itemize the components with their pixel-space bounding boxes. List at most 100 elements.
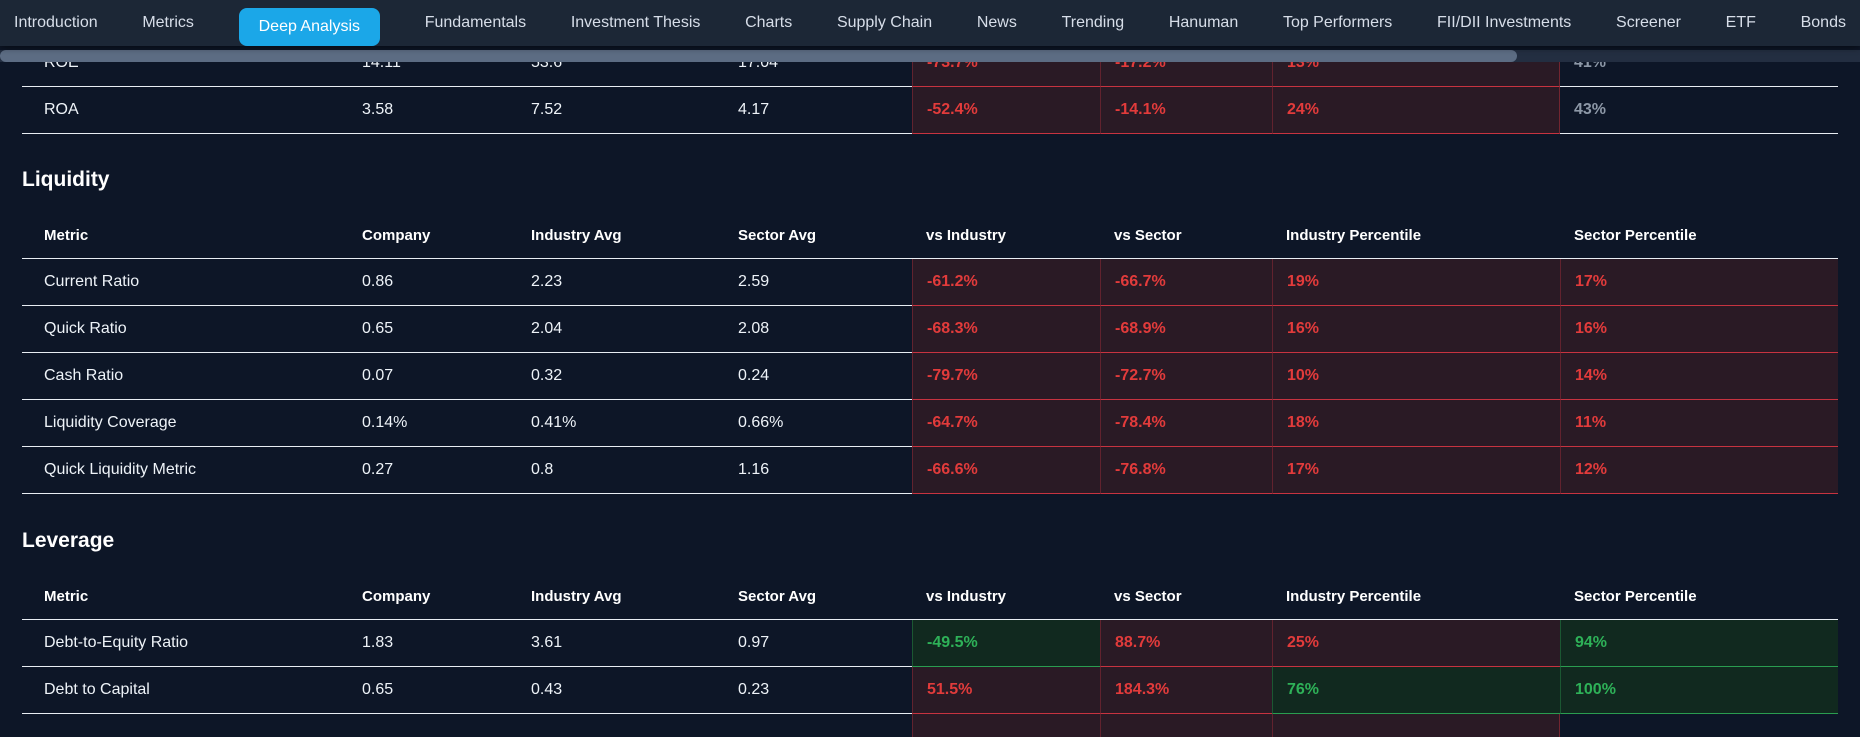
cell-vs_sector: 88.7% [1100, 620, 1272, 667]
cell-sector_percentile: 12% [1560, 447, 1838, 494]
cell-vs_sector: -72.7% [1100, 353, 1272, 400]
nav-tab-news[interactable]: News [976, 14, 1017, 31]
table-header-row: Metric Company Industry Avg Sector Avg vs In… [22, 212, 1838, 259]
cell-sector_percentile: 100% [1560, 667, 1838, 714]
table-row-roe: ROE 14.11 53.6 17.04 -73.7% -17.2% 13% 41% [22, 62, 1838, 87]
table-row-cash-ratio: Cash Ratio 0.07 0.32 0.24 -79.7% -72.7% 10% 14% [22, 353, 1838, 400]
table-row-debt-to-capital: Debt to Capital 0.65 0.43 0.23 51.5% 184.3% 76… [22, 667, 1838, 714]
cell-vs_industry: -49.5% [912, 620, 1100, 667]
cell-vs_industry: -61.2% [912, 259, 1100, 306]
table-header-row: Metric Company Industry Avg Sector Avg vs In… [22, 573, 1838, 620]
cell-company: Company [348, 212, 517, 259]
cell-company: 3.58 [348, 87, 517, 134]
cell-sector_avg: 0.23 [724, 667, 912, 714]
cell-vs_industry [912, 714, 1100, 737]
cell-vs_industry: -52.4% [912, 87, 1100, 134]
cell-sector_percentile: 17% [1560, 259, 1838, 306]
cell-industry_avg: Industry Avg [517, 212, 724, 259]
cell-sector_avg: 2.59 [724, 259, 912, 306]
cell-sector_avg: 2.08 [724, 306, 912, 353]
cell-industry_percentile: 16% [1272, 306, 1560, 353]
cell-industry_percentile [1272, 714, 1560, 737]
cell-sector_avg: 0.24 [724, 353, 912, 400]
cell-sector_avg: Sector Avg [724, 573, 912, 620]
cell-industry_avg: 2.23 [517, 259, 724, 306]
cell-vs_industry: -79.7% [912, 353, 1100, 400]
cell-industry_avg [517, 714, 724, 737]
cell-metric: Current Ratio [22, 259, 348, 306]
nav-tab-investment-thesis[interactable]: Investment Thesis [570, 14, 701, 31]
cell-company [348, 714, 517, 737]
cell-vs_sector: -76.8% [1100, 447, 1272, 494]
section-liquidity: Liquidity Metric Company Industry Avg Sector… [22, 137, 1838, 494]
cell-sector_percentile [1560, 714, 1838, 737]
cell-company: 0.65 [348, 667, 517, 714]
cell-industry_percentile: 24% [1272, 87, 1560, 134]
cell-metric: Liquidity Coverage [22, 400, 348, 447]
nav-tab-introduction[interactable]: Introduction [14, 14, 98, 31]
table-row-current-ratio: Current Ratio 0.86 2.23 2.59 -61.2% -66.7% 19%… [22, 259, 1838, 306]
nav-tab-supply-chain[interactable]: Supply Chain [836, 14, 933, 31]
nav-tab-fii-dii-investments[interactable]: FII/DII Investments [1437, 14, 1572, 31]
cell-vs_sector: vs Sector [1100, 573, 1272, 620]
section-top-partial: ROE 14.11 53.6 17.04 -73.7% -17.2% 13% 41% ROA 3.… [22, 62, 1838, 137]
horizontal-scrollbar-thumb[interactable] [0, 50, 1517, 62]
cell-industry_percentile: 76% [1272, 667, 1560, 714]
metrics-table: Metric Company Industry Avg Sector Avg vs In… [22, 573, 1838, 737]
cell-industry_percentile: 18% [1272, 400, 1560, 447]
cell-vs_industry: -73.7% [912, 62, 1100, 87]
cell-sector_avg: 17.04 [724, 62, 912, 87]
cell-metric: ROE [22, 62, 348, 87]
cell-vs_industry: 51.5% [912, 667, 1100, 714]
cell-sector_avg: Sector Avg [724, 212, 912, 259]
nav-tab-bonds[interactable]: Bonds [1800, 14, 1846, 31]
cell-vs_industry: vs Industry [912, 212, 1100, 259]
metrics-table: ROE 14.11 53.6 17.04 -73.7% -17.2% 13% 41% ROA 3.… [22, 62, 1838, 134]
cell-metric: Quick Liquidity Metric [22, 447, 348, 494]
nav-tab-charts[interactable]: Charts [745, 14, 793, 31]
cell-company: 0.07 [348, 353, 517, 400]
clipped-table-top: ROE 14.11 53.6 17.04 -73.7% -17.2% 13% 41% ROA 3.… [22, 62, 1838, 137]
cell-sector_percentile: 14% [1560, 353, 1838, 400]
nav-tab-trending[interactable]: Trending [1061, 14, 1125, 31]
nav-tab-fundamentals[interactable]: Fundamentals [424, 14, 527, 31]
cell-metric: Debt to Capital [22, 667, 348, 714]
cell-sector_percentile: 16% [1560, 306, 1838, 353]
nav-tab-deep-analysis[interactable]: Deep Analysis [238, 8, 380, 46]
cell-industry_percentile: 10% [1272, 353, 1560, 400]
nav-tab-metrics[interactable]: Metrics [142, 14, 194, 31]
cell-industry_percentile: 17% [1272, 447, 1560, 494]
nav-tab-screener[interactable]: Screener [1616, 14, 1681, 31]
section-leverage: Leverage Metric Company Industry Avg Sector … [22, 494, 1838, 737]
section-title: Liquidity [22, 168, 110, 191]
cell-industry_percentile: 13% [1272, 62, 1560, 87]
cell-sector_avg: 1.16 [724, 447, 912, 494]
nav-tab-etf[interactable]: ETF [1725, 14, 1756, 31]
metrics-table: Metric Company Industry Avg Sector Avg vs In… [22, 212, 1838, 494]
nav-tab-top-performers[interactable]: Top Performers [1282, 14, 1393, 31]
cell-company: 14.11 [348, 62, 517, 87]
cell-company: 0.27 [348, 447, 517, 494]
cell-industry_avg: 0.32 [517, 353, 724, 400]
cell-vs_sector: 184.3% [1100, 667, 1272, 714]
cell-vs_industry: -64.7% [912, 400, 1100, 447]
cell-industry_avg: 0.8 [517, 447, 724, 494]
cell-industry_avg: 7.52 [517, 87, 724, 134]
cell-company: Company [348, 573, 517, 620]
table-row-partial [22, 714, 1838, 737]
cell-vs_industry: -66.6% [912, 447, 1100, 494]
nav-tab-hanuman[interactable]: Hanuman [1168, 14, 1239, 31]
cell-vs_sector: -14.1% [1100, 87, 1272, 134]
cell-metric: Debt-to-Equity Ratio [22, 620, 348, 667]
cell-metric: Metric [22, 573, 348, 620]
cell-industry_percentile: 25% [1272, 620, 1560, 667]
table-row-roa: ROA 3.58 7.52 4.17 -52.4% -14.1% 24% 43% [22, 87, 1838, 134]
cell-sector_percentile: 41% [1560, 62, 1838, 87]
cell-industry_avg: 53.6 [517, 62, 724, 87]
cell-industry_percentile: Industry Percentile [1272, 573, 1560, 620]
cell-vs_industry: -68.3% [912, 306, 1100, 353]
cell-vs_sector: -17.2% [1100, 62, 1272, 87]
section-title: Leverage [22, 529, 115, 552]
horizontal-scrollbar-track[interactable] [0, 50, 1860, 62]
